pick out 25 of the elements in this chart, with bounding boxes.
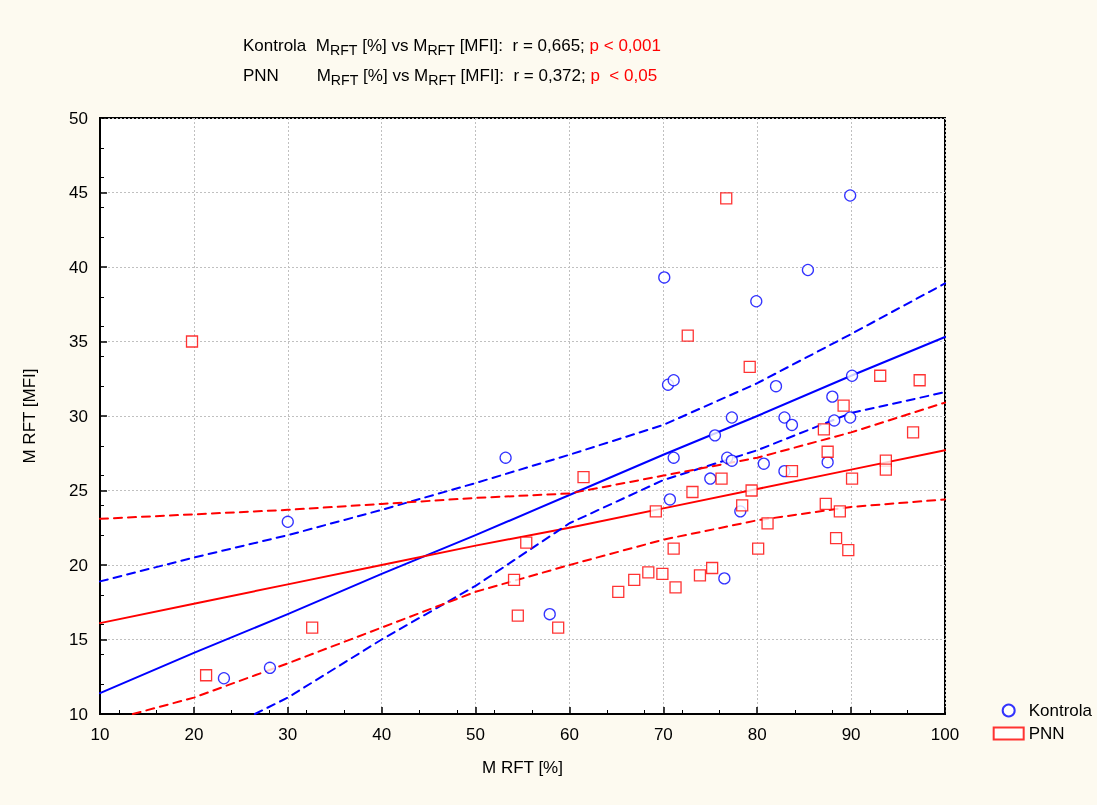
y-axis-title: M RFT [MFI] bbox=[20, 368, 39, 464]
y-tick-label: 25 bbox=[69, 481, 88, 500]
chart-subtitle: PNN M$_{RFT}$ [%] vs M$_{RFT}$ [MFI]: r = 0,372; p < 0,05 bbox=[243, 66, 658, 89]
y-tick-label: 40 bbox=[69, 257, 88, 277]
y-tick-label: 35 bbox=[69, 332, 88, 351]
y-tick-label: 50 bbox=[69, 108, 88, 128]
chart-title: Kontrola M$_{RFT}$ [%] vs M$_{RFT}$ [MFI]: r = 0,665; p < 0,001 bbox=[243, 36, 661, 59]
x-tick-label: 40 bbox=[372, 725, 392, 744]
y-tick-label: 45 bbox=[69, 183, 88, 202]
legend-label: PNN bbox=[1028, 724, 1065, 743]
y-tick-label: 15 bbox=[69, 630, 88, 649]
y-tick-label: 30 bbox=[69, 406, 88, 426]
y-tick-label: 20 bbox=[69, 555, 88, 575]
x-tick-label: 90 bbox=[841, 725, 861, 744]
x-tick-label: 100 bbox=[930, 725, 960, 744]
x-tick-label: 20 bbox=[184, 725, 204, 744]
x-axis-title: M RFT [%] bbox=[482, 758, 563, 777]
x-tick-label: 80 bbox=[747, 725, 767, 744]
y-tick-label: 10 bbox=[69, 704, 88, 724]
legend-label: Kontrola bbox=[1028, 701, 1093, 720]
x-tick-label: 60 bbox=[559, 725, 579, 744]
x-tick-label: 10 bbox=[90, 725, 110, 744]
x-tick-label: 30 bbox=[278, 725, 298, 744]
x-tick-label: 50 bbox=[466, 725, 486, 744]
x-tick-label: 70 bbox=[653, 725, 673, 744]
